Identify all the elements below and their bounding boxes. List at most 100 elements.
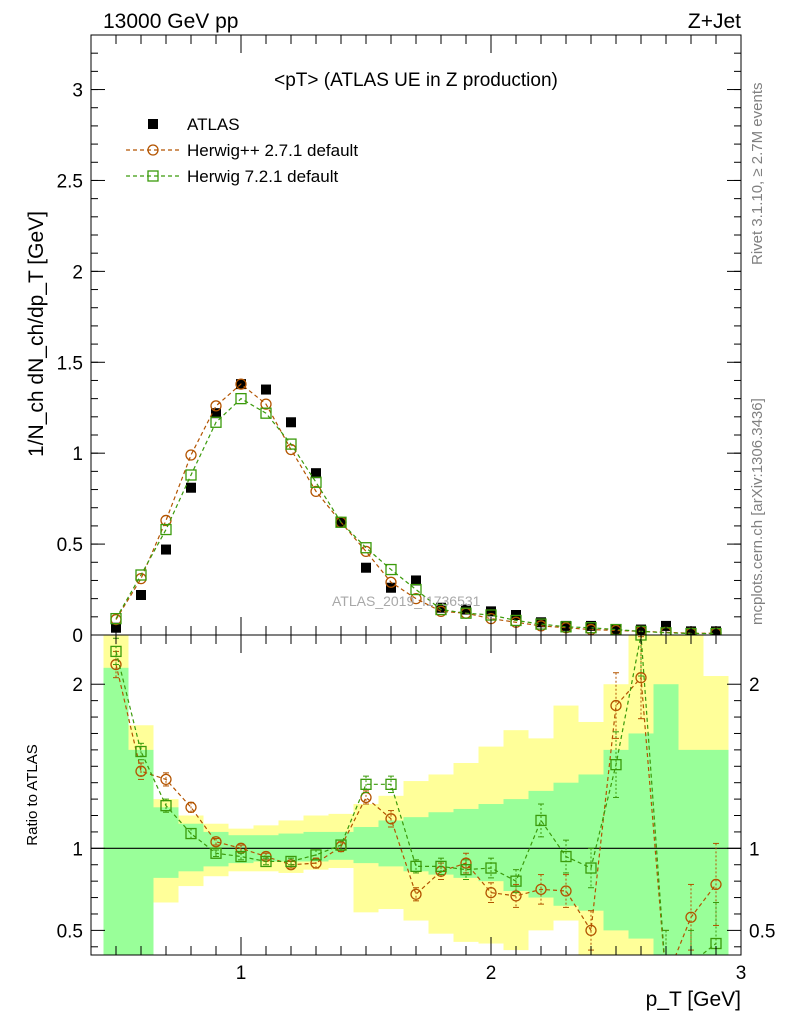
ratio-inner-band-bin [578,774,604,911]
legend-label-1: Herwig++ 2.7.1 default [187,141,358,160]
main-point-s1-12 [410,592,422,605]
main-point-s0-3 [186,482,196,493]
ratio-inner-band-bin [103,667,129,955]
ratio-point-s0-12 [410,888,422,900]
main-ytick-label: 0 [72,626,83,647]
main-series-line-1 [115,383,716,634]
ratio-point-s1-1 [135,745,147,758]
ratio-inner-band-bin [528,790,554,898]
ratio-inner-band-bin [678,749,704,955]
ratio-inner-band-bin [653,684,679,955]
main-point-s2-9 [335,516,347,528]
ratio-ytick-label: 2 [72,675,83,696]
ratio-point-s1-18 [560,850,572,863]
ratio-point-s0-15 [485,886,497,899]
main-point-s0-19 [586,620,596,631]
ratio-point-s0-21 [635,672,647,684]
legend-label-0: ATLAS [187,115,240,134]
ratio-point-s0-24 [710,878,722,891]
ratio-inner-band-bin [203,831,229,867]
ratio-ytick-label: 1 [72,839,83,860]
main-point-s2-8 [310,476,322,488]
mcplots-label: mcplots.cern.ch [arXiv:1306.3436] [749,398,766,625]
ratio-point-s0-1 [135,765,147,777]
ratio-inner-band-bin [403,817,429,872]
ratio-point-s1-14 [460,864,472,876]
ratio-point-s1-4 [210,847,222,859]
main-point-s2-4 [210,416,222,428]
main-point-s2-0 [110,612,122,625]
main-point-s2-5 [235,392,247,405]
xtick-label: 1 [236,963,247,984]
main-point-s0-22 [661,620,671,631]
main-series-line-2 [115,397,716,635]
ratio-point-s1-13 [435,860,447,873]
main-point-s2-12 [410,583,422,596]
ratio-point-s1-12 [410,860,422,873]
ratio-ytick-label-right: 1 [749,839,760,860]
ratio-point-s0-18 [560,885,572,897]
legend-marker-1 [147,144,159,156]
ratio-point-s0-2 [160,773,172,786]
ratio-point-s1-17 [535,814,547,827]
main-point-s2-16 [510,614,522,627]
main-panel: 0 0.5 1 1.5 2 2.5 3 <pT> (ATLAS UE in Z produc… [25,34,742,647]
main-point-s0-6 [261,384,271,395]
ratio-point-s1-3 [185,827,197,840]
main-ylabel: 1/N_ch dN_ch/dp_T [GeV] [25,211,48,457]
ratio-inner-band-bin [428,812,454,875]
ratio-point-s0-4 [210,836,222,848]
main-point-s2-1 [135,569,147,581]
ratio-point-s1-7 [285,855,297,868]
main-ytick-label: 2.5 [57,171,83,192]
main-point-s1-5 [235,378,247,390]
main-point-s2-2 [160,523,172,536]
ratio-point-s1-10 [360,778,372,790]
ratio-point-s0-22 [661,975,671,985]
ratio-point-s1-15 [485,862,497,874]
ratio-panel: 0.5 0.5 1 1 2 2 1 2 3 Ratio to ATLAS [24,634,775,985]
ratio-point-s1-19 [585,862,597,874]
ratio-point-s1-2 [160,800,172,812]
main-axes: 0 0.5 1 1.5 2 2.5 3 [57,35,741,647]
analysis-watermark: ATLAS_2019_I1736531 [332,593,481,609]
main-point-s0-12 [411,575,421,586]
main-title: <pT> (ATLAS UE in Z production) [274,70,558,91]
main-ytick-label: 2 [72,262,83,283]
legend-marker-2 [147,170,159,182]
main-ytick-label: 3 [72,81,83,102]
process-label: Z+Jet [688,10,741,33]
main-point-s0-1 [136,590,146,600]
main-point-s0-10 [361,562,371,573]
main-point-s2-10 [360,542,372,554]
main-point-s0-7 [286,417,296,428]
main-ytick-label: 0.5 [57,535,83,556]
ratio-point-s1-6 [260,855,272,868]
main-point-s1-4 [210,400,222,412]
xtick-label: 2 [486,963,497,984]
ratio-inner-band-bin [628,733,654,939]
main-point-s1-11 [385,576,397,588]
legend-marker-0 [148,119,158,129]
ratio-inner-band-bin [353,827,379,864]
ratio-point-s1-23 [686,958,696,968]
main-point-s0-18 [561,620,571,631]
ratio-point-s1-9 [335,839,347,851]
main-point-s0-15 [486,606,496,617]
ratio-point-s0-19 [585,924,597,937]
main-point-s0-13 [436,602,446,613]
main-point-s2-3 [185,469,197,481]
main-point-s1-6 [260,398,272,410]
main-point-s2-6 [260,407,272,419]
energy-label: 13000 GeV pp [103,10,238,33]
main-point-s2-7 [285,438,297,450]
ratio-point-s0-17 [535,883,547,896]
ratio-inner-band-bin [128,749,154,955]
legend: ATLAS Herwig++ 2.7.1 default Herwig 7.2.1 … [126,115,358,186]
ratio-point-s0-23 [685,911,697,923]
main-point-s0-17 [536,617,546,628]
ratio-point-s1-5 [235,850,247,863]
ratio-point-s1-20 [610,758,622,771]
ratio-ytick-label-right: 2 [749,675,760,696]
